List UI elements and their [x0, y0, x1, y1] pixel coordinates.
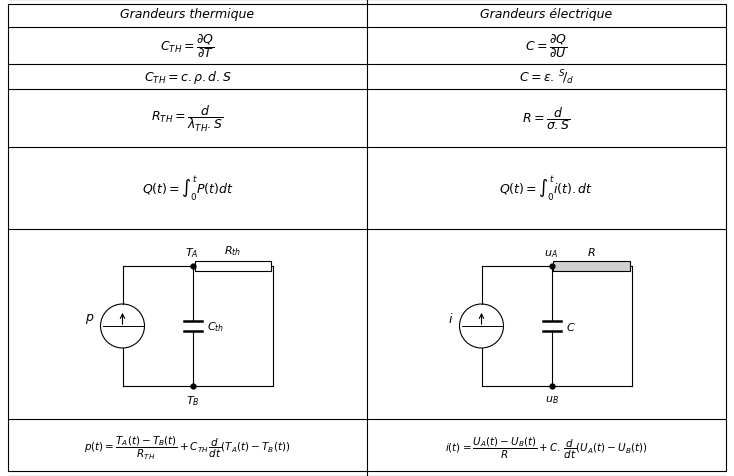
Text: $C$: $C$ [565, 320, 575, 332]
Text: $T_B$: $T_B$ [186, 393, 200, 407]
Bar [553, 261, 630, 271]
Text: $i$: $i$ [448, 311, 454, 325]
Text: $p$: $p$ [85, 311, 95, 325]
Text: $p(t) = \dfrac{T_A(t) - T_B(t)}{R_{TH}} + C_{TH}\,\dfrac{d}{dt}(T_A(t) - T_B(t)): $p(t) = \dfrac{T_A(t) - T_B(t)}{R_{TH}} … [84, 434, 291, 461]
Text: $Q(t) = \int_0^t P(t)dt$: $Q(t) = \int_0^t P(t)dt$ [142, 174, 233, 203]
Text: $T_A$: $T_A$ [185, 246, 198, 259]
Text: $C_{th}$: $C_{th}$ [206, 319, 224, 333]
Text: $C = \dfrac{\partial Q}{\partial U}$: $C = \dfrac{\partial Q}{\partial U}$ [526, 32, 567, 60]
Text: $R = \dfrac{d}{\sigma.S}$: $R = \dfrac{d}{\sigma.S}$ [523, 105, 570, 132]
Bar [195, 261, 271, 271]
Text: Grandeurs thermique: Grandeurs thermique [120, 8, 255, 20]
Text: $i(t) = \dfrac{U_A(t) - U_B(t)}{R} + C.\,\dfrac{d}{dt}(U_A(t) - U_B(t))$: $i(t) = \dfrac{U_A(t) - U_B(t)}{R} + C.\… [445, 435, 648, 460]
Text: $C = \varepsilon.\,^{S}\!/_{d}$: $C = \varepsilon.\,^{S}\!/_{d}$ [519, 68, 574, 87]
Text: $C_{TH} = \dfrac{\partial Q}{\partial T}$: $C_{TH} = \dfrac{\partial Q}{\partial T}… [160, 32, 215, 60]
Text: $R_{th}$: $R_{th}$ [224, 244, 241, 258]
Text: $u_B$: $u_B$ [545, 393, 559, 405]
Text: $Q(t) = \int_0^t i(t).dt$: $Q(t) = \int_0^t i(t).dt$ [499, 174, 594, 203]
Text: $u_A$: $u_A$ [544, 248, 557, 259]
Text: Grandeurs électrique: Grandeurs électrique [480, 8, 613, 20]
Text: $R_{TH} = \dfrac{d}{\lambda_{TH}.S}$: $R_{TH} = \dfrac{d}{\lambda_{TH}.S}$ [151, 104, 224, 134]
Text: $C_{TH} = c.\rho.d.S$: $C_{TH} = c.\rho.d.S$ [144, 69, 231, 86]
Text: $R$: $R$ [587, 246, 596, 258]
